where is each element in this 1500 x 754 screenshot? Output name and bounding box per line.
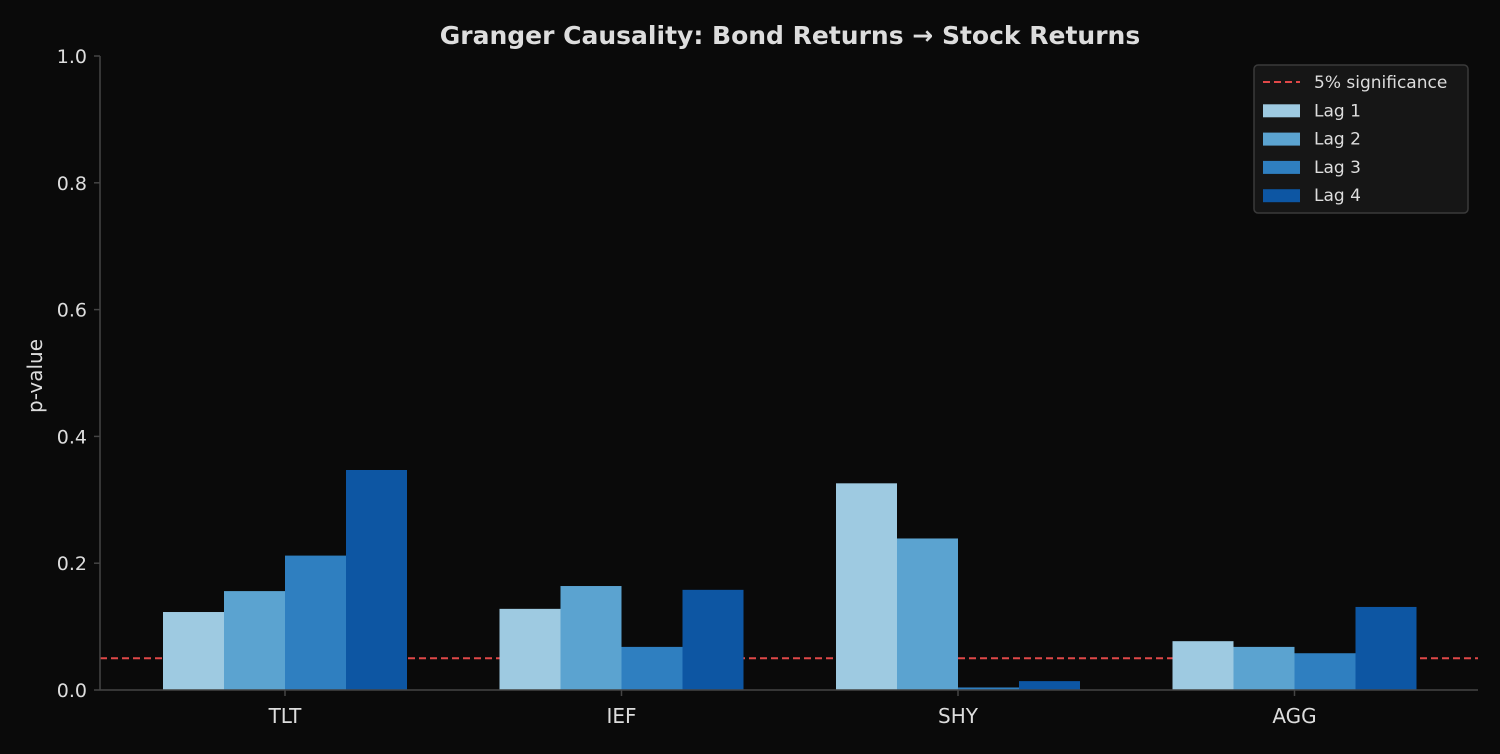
bar-agg-lag-4 (1355, 606, 1417, 690)
legend-label-lag-2: Lag 2 (1314, 130, 1361, 150)
x-tick-label: TLT (268, 704, 303, 728)
y-tick-label: 0.4 (57, 426, 87, 448)
bar-ief-lag-2 (560, 586, 622, 690)
chart-title: Granger Causality: Bond Returns → Stock … (440, 21, 1140, 50)
bar-tlt-lag-2 (224, 591, 285, 690)
legend-label-lag-4: Lag 4 (1314, 186, 1361, 206)
y-tick-label: 0.6 (57, 300, 87, 322)
bars-group (163, 470, 1417, 690)
legend-box (1253, 64, 1469, 214)
y-axis-label: p-value (23, 339, 47, 413)
legend-label-lag-3: Lag 3 (1314, 158, 1361, 178)
legend: 5% significance Lag 1 Lag 2 Lag 3 Lag 4 (1253, 64, 1469, 214)
bar-shy-lag-4 (1019, 681, 1080, 690)
bar-tlt-lag-3 (285, 555, 346, 690)
y-tick-label: 1.0 (57, 46, 87, 68)
x-tick-label: AGG (1272, 704, 1316, 728)
bar-tlt-lag-1 (163, 612, 224, 690)
legend-swatch-lag-4 (1263, 189, 1300, 203)
legend-swatch-lag-3 (1263, 160, 1300, 174)
legend-label-lag-1: Lag 1 (1314, 101, 1361, 121)
bar-agg-lag-3 (1294, 653, 1356, 690)
bar-ief-lag-3 (621, 646, 683, 690)
x-tick-label: SHY (938, 704, 979, 728)
bar-shy-lag-1 (836, 483, 897, 690)
x-tick-label: IEF (606, 704, 636, 728)
y-tick-label: 0.0 (57, 680, 87, 702)
legend-label-significance: 5% significance (1314, 73, 1447, 93)
bar-agg-lag-1 (1172, 641, 1234, 690)
legend-swatch-lag-1 (1263, 104, 1300, 118)
bar-ief-lag-1 (499, 608, 561, 690)
bar-shy-lag-3 (958, 687, 1019, 690)
bar-shy-lag-2 (897, 538, 958, 690)
legend-swatch-lag-2 (1263, 132, 1300, 146)
y-tick-label: 0.2 (57, 553, 87, 575)
y-tick-label: 0.8 (57, 173, 87, 195)
bar-agg-lag-2 (1233, 646, 1295, 690)
bar-tlt-lag-4 (346, 470, 407, 690)
axes-group: 0.0 0.2 0.4 0.6 0.8 1.0 TLT IEF SHY AGG (57, 46, 1478, 728)
bar-ief-lag-4 (682, 589, 744, 690)
